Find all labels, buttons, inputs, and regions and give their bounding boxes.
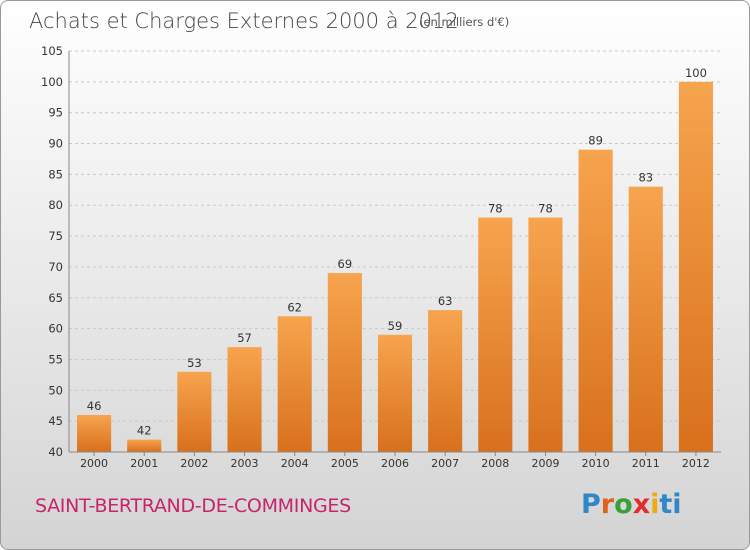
y-tick-label: 65 [48, 291, 63, 305]
proxiti-logo[interactable]: Proxiti [581, 489, 682, 520]
y-tick-label: 100 [41, 75, 63, 89]
place-name: SAINT-BERTRAND-DE-COMMINGES [35, 495, 351, 517]
data-label: 78 [488, 202, 503, 216]
bar [628, 186, 663, 452]
y-tick-label: 40 [48, 445, 63, 459]
x-tick-label: 2005 [331, 457, 359, 470]
bar [127, 439, 162, 452]
bar [428, 310, 463, 452]
data-label: 59 [388, 319, 403, 333]
y-tick-label: 55 [48, 352, 63, 366]
bar [377, 334, 413, 452]
bar [177, 371, 212, 452]
data-label: 89 [588, 134, 603, 148]
x-tick-label: 2007 [431, 457, 459, 470]
data-label: 62 [287, 300, 302, 314]
x-tick-label: 2004 [281, 457, 309, 470]
bar [578, 149, 613, 452]
y-tick-label: 50 [48, 383, 63, 397]
bars [77, 81, 713, 452]
x-tick-label: 2000 [80, 457, 108, 470]
data-label: 100 [685, 66, 707, 80]
logo-letter: t [659, 489, 673, 520]
y-tick-label: 95 [48, 106, 63, 120]
logo-letter: o [614, 489, 633, 520]
data-label: 46 [87, 399, 102, 413]
bar [277, 316, 312, 452]
y-tick-label: 45 [48, 414, 63, 428]
data-label: 53 [187, 356, 202, 370]
data-label: 78 [538, 202, 553, 216]
data-label: 69 [338, 257, 353, 271]
chart-title: Achats et Charges Externes 2000 à 2012 [29, 9, 459, 33]
value-labels: 46 42 53 57 62 69 59 63 78 78 89 83 100 [87, 66, 707, 438]
x-tick-label: 2001 [130, 457, 158, 470]
y-tick-label: 60 [48, 322, 63, 336]
logo-letter: r [600, 489, 615, 520]
bar [678, 81, 713, 452]
x-tick-label: 2006 [381, 457, 409, 470]
x-tick-label: 2011 [632, 457, 660, 470]
y-tick-label: 105 [41, 44, 63, 58]
x-tick-label: 2003 [231, 457, 259, 470]
axes: 40 45 50 55 60 65 70 75 80 85 90 95 100 105 2000 2001 20… [41, 44, 721, 470]
data-label: 63 [438, 294, 453, 308]
y-tick-label: 90 [48, 137, 63, 151]
bar [478, 217, 513, 452]
data-label: 42 [137, 424, 152, 438]
bar [227, 347, 262, 452]
x-tick-label: 2008 [481, 457, 509, 470]
x-tick-label: 2002 [180, 457, 208, 470]
logo-letter: i [672, 489, 682, 520]
y-tick-label: 80 [48, 198, 63, 212]
data-label: 83 [638, 171, 653, 185]
logo-letter: x [632, 489, 651, 520]
bar [327, 273, 362, 452]
x-tick-label: 2009 [531, 457, 559, 470]
logo-letter: i [650, 489, 660, 520]
x-tick-label: 2010 [582, 457, 610, 470]
x-tick-label: 2012 [682, 457, 710, 470]
chart-subtitle: (en milliers d'€) [419, 15, 510, 29]
bar [77, 414, 112, 452]
data-label: 57 [237, 331, 252, 345]
bar [528, 217, 563, 452]
y-tick-label: 85 [48, 167, 63, 181]
y-tick-label: 75 [48, 229, 63, 243]
logo-letter: P [581, 489, 601, 520]
y-tick-label: 70 [48, 260, 63, 274]
